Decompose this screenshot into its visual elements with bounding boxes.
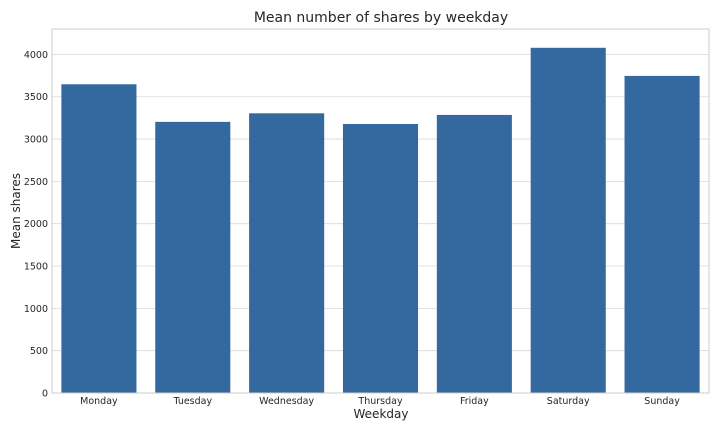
chart-title: Mean number of shares by weekday [254,10,508,26]
x-tick-label: Thursday [357,396,403,407]
bar-thursday [342,123,419,393]
y-axis-ticks: 0 500 1000 1500 2000 2500 3000 3500 4000 [24,50,48,400]
x-tick-label: Tuesday [172,396,212,407]
x-axis-ticks: Monday Tuesday Wednesday Thursday Friday Satu… [80,396,680,407]
y-tick-label: 1500 [24,262,48,273]
y-tick-label: 4000 [24,50,48,61]
bars [61,47,700,394]
x-tick-label: Wednesday [259,396,314,407]
y-tick-label: 3000 [24,135,48,146]
x-axis-title: Weekday [354,407,409,421]
y-tick-label: 2500 [24,177,48,188]
y-tick-label: 500 [30,346,48,357]
bar-tuesday [155,121,231,393]
y-tick-label: 1000 [24,304,48,315]
y-tick-label: 3500 [24,92,48,103]
bar-friday [436,114,512,393]
y-tick-label: 2000 [24,219,48,230]
x-tick-label: Monday [80,396,118,407]
x-tick-label: Friday [460,396,489,407]
x-tick-label: Saturday [547,396,590,407]
bar-saturday [530,47,606,394]
bar-sunday [624,75,700,394]
x-tick-label: Sunday [644,396,680,407]
y-tick-label: 0 [42,389,48,400]
plot-frame [51,28,710,394]
bar-monday [61,84,137,393]
y-axis-title: Mean shares [9,173,23,249]
bar-wednesday [249,113,325,393]
